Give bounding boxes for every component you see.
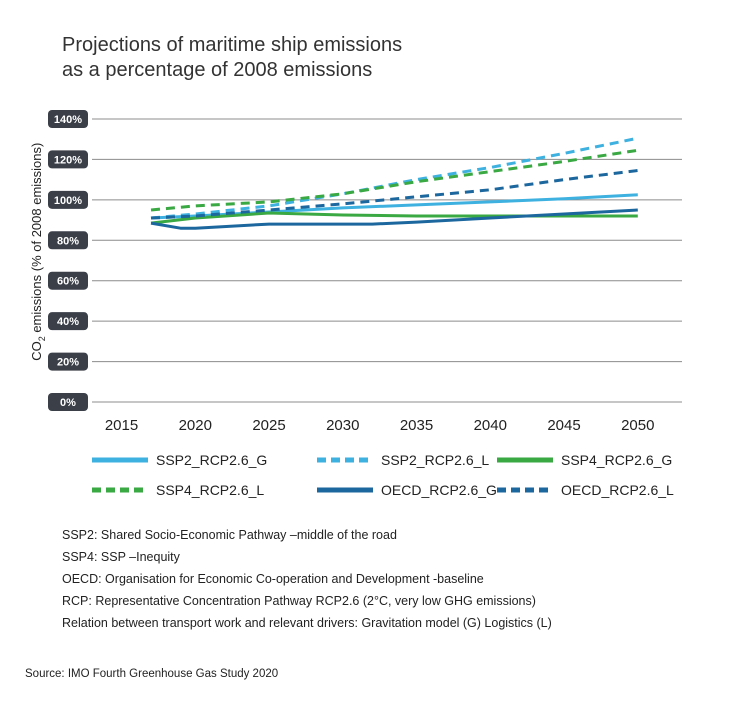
notes-block: SSP2: Shared Socio-Economic Pathway –mid… (62, 524, 552, 634)
y-tick-text: 0% (60, 397, 76, 409)
y-tick-badge (48, 312, 88, 331)
x-tick-label: 2015 (105, 417, 138, 434)
legend-item: OECD_RCP2.6_L (497, 482, 674, 498)
line-chart: 0% 20% 40% 60% 80% 100% 120% 140% 2015 2020 2025 20… (48, 110, 682, 434)
note-ssp4: SSP4: SSP –Inequity (62, 550, 180, 564)
x-tick-label: 2035 (400, 417, 433, 434)
y-tick-label: 60% (48, 271, 88, 290)
y-tick-badge (48, 352, 88, 371)
y-tick-badge (48, 271, 88, 290)
y-tick-badge (48, 231, 88, 250)
y-tick-badge (48, 110, 88, 128)
legend-label: SSP2_RCP2.6_G (156, 452, 268, 468)
legend-swatch (497, 487, 553, 493)
y-tick-text: 100% (54, 195, 82, 207)
y-tick-text: 80% (57, 235, 79, 247)
y-tick-text: 20% (57, 357, 79, 369)
chart-title-line-1: Projections of maritime ship emissions (62, 34, 403, 56)
y-tick-label: 140% (48, 110, 88, 128)
legend-label: OECD_RCP2.6_L (561, 482, 674, 498)
x-tick-label: 2020 (179, 417, 212, 434)
note-rcp: RCP: Representative Concentration Pathwa… (62, 594, 536, 608)
chart-title: Projections of maritime ship emissions a… (62, 33, 402, 83)
y-tick-label: 80% (48, 231, 88, 250)
y-tick-label: 20% (48, 352, 88, 371)
y-tick-text: 60% (57, 276, 79, 288)
note-relation: Relation between transport work and rele… (62, 616, 552, 630)
series-line-oecd-rcp2-6-g (150, 208, 638, 230)
series-line-oecd-rcp2-6-l (150, 169, 638, 220)
legend-item: SSP2_RCP2.6_G (92, 452, 267, 468)
legend-item: SSP2_RCP2.6_L (317, 452, 489, 468)
series-line-ssp2-rcp2-6-g (150, 193, 638, 220)
x-tick-label: 2050 (621, 417, 654, 434)
x-tick-label: 2025 (252, 417, 285, 434)
legend-swatch (92, 487, 148, 493)
legend-label: SSP2_RCP2.6_L (381, 452, 490, 468)
source-note: Source: IMO Fourth Greenhouse Gas Study … (25, 668, 279, 680)
y-tick-text: 120% (54, 154, 82, 166)
legend-swatch (317, 457, 373, 463)
y-tick-badge (48, 150, 88, 169)
legend-swatch (92, 457, 148, 463)
y-tick-text: 40% (57, 316, 79, 328)
series-line-ssp4-rcp2-6-l (150, 148, 639, 212)
legend-label: OECD_RCP2.6_G (381, 482, 497, 498)
y-tick-label: 40% (48, 312, 88, 331)
y-tick-badge (48, 190, 88, 209)
note-ssp2: SSP2: Shared Socio-Economic Pathway –mid… (62, 528, 397, 542)
x-tick-label: 2030 (326, 417, 359, 434)
legend-item: OECD_RCP2.6_G (317, 482, 497, 498)
y-tick-badge (48, 393, 88, 411)
legend-swatch (317, 487, 373, 493)
y-tick-label: 0% (48, 393, 88, 411)
legend-item: SSP4_RCP2.6_L (92, 482, 264, 498)
note-oecd: OECD: Organisation for Economic Co-opera… (62, 572, 484, 586)
chart-title-line-2: as a percentage of 2008 emissions (62, 59, 373, 81)
y-tick-label: 100% (48, 190, 88, 209)
chart-legend: SSP2_RCP2.6_G SSP2_RCP2.6_L SSP4_RCP2.6_G S… (92, 452, 692, 502)
y-tick-label: 120% (48, 150, 88, 169)
y-tick-text: 140% (54, 114, 82, 126)
legend-label: SSP4_RCP2.6_G (561, 452, 673, 468)
legend-label: SSP4_RCP2.6_L (156, 482, 265, 498)
legend-swatch (497, 457, 553, 463)
x-tick-label: 2045 (547, 417, 580, 434)
x-tick-label: 2040 (474, 417, 507, 434)
legend-item: SSP4_RCP2.6_G (497, 452, 672, 468)
